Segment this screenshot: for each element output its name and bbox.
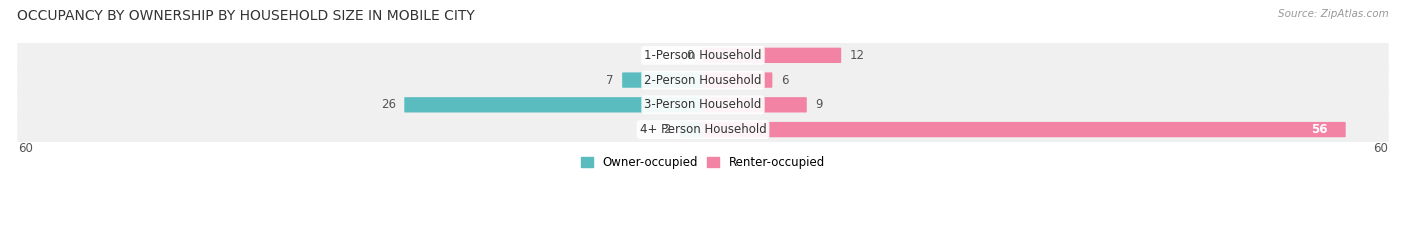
Text: 2-Person Household: 2-Person Household <box>644 74 762 87</box>
Text: 0: 0 <box>686 49 693 62</box>
Text: 12: 12 <box>849 49 865 62</box>
Text: 26: 26 <box>381 98 395 111</box>
Text: 7: 7 <box>606 74 613 87</box>
FancyBboxPatch shape <box>17 86 1389 124</box>
FancyBboxPatch shape <box>17 61 1389 99</box>
Text: 4+ Person Household: 4+ Person Household <box>640 123 766 136</box>
FancyBboxPatch shape <box>405 97 703 113</box>
FancyBboxPatch shape <box>703 72 772 88</box>
FancyBboxPatch shape <box>703 97 807 113</box>
Text: 60: 60 <box>18 142 34 155</box>
Text: 9: 9 <box>815 98 823 111</box>
Text: 2: 2 <box>664 123 671 136</box>
Text: 60: 60 <box>1372 142 1388 155</box>
FancyBboxPatch shape <box>703 122 1346 137</box>
FancyBboxPatch shape <box>623 72 703 88</box>
FancyBboxPatch shape <box>17 37 1389 74</box>
Text: 1-Person Household: 1-Person Household <box>644 49 762 62</box>
FancyBboxPatch shape <box>17 111 1389 148</box>
Text: 56: 56 <box>1312 123 1327 136</box>
Legend: Owner-occupied, Renter-occupied: Owner-occupied, Renter-occupied <box>576 151 830 174</box>
Text: 6: 6 <box>780 74 789 87</box>
FancyBboxPatch shape <box>679 122 703 137</box>
Text: OCCUPANCY BY OWNERSHIP BY HOUSEHOLD SIZE IN MOBILE CITY: OCCUPANCY BY OWNERSHIP BY HOUSEHOLD SIZE… <box>17 9 475 23</box>
Text: Source: ZipAtlas.com: Source: ZipAtlas.com <box>1278 9 1389 19</box>
Text: 3-Person Household: 3-Person Household <box>644 98 762 111</box>
FancyBboxPatch shape <box>703 48 841 63</box>
